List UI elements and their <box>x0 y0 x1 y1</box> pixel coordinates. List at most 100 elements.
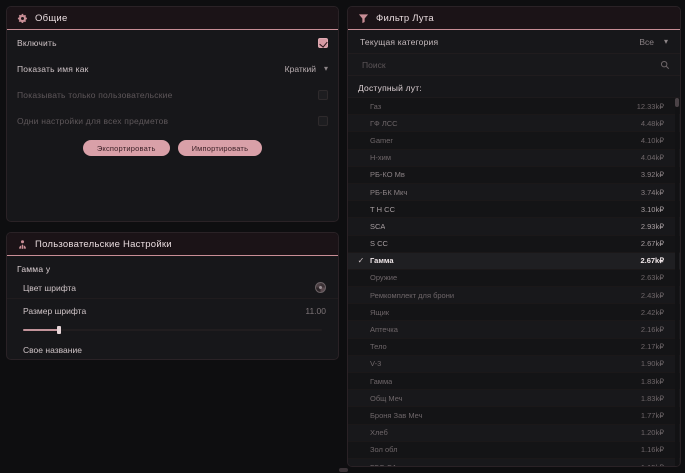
list-item[interactable]: ГСС СА 1.15k₽ <box>348 458 680 466</box>
row-only-custom[interactable]: Показывать только пользовательские <box>7 82 338 108</box>
loot-name: Оружие <box>370 273 398 283</box>
loot-value: 1.83k₽ <box>640 393 664 403</box>
color-wheel-icon[interactable] <box>315 282 326 293</box>
list-item[interactable]: Общ Меч 1.83k₽ <box>348 390 680 408</box>
left-column: Общие Включить Показать имя как Краткий … <box>0 0 345 473</box>
general-panel-title: Общие <box>35 12 68 24</box>
row-same-settings[interactable]: Одни настройки для всех предметов <box>7 108 338 134</box>
loot-filter-header: Фильтр Лута <box>348 7 680 30</box>
loot-value: 1.90k₽ <box>640 359 664 369</box>
row-enable[interactable]: Включить <box>7 30 338 56</box>
gear-icon <box>17 13 28 24</box>
import-button[interactable]: Импортировать <box>177 140 263 156</box>
list-item[interactable]: ГФ ЛСС 4.48k₽ <box>348 115 680 133</box>
font-size-slider[interactable] <box>7 323 338 335</box>
loot-value: 2.16k₽ <box>640 325 664 335</box>
resize-handle[interactable] <box>338 468 348 472</box>
loot-name: Общ Меч <box>370 393 403 403</box>
loot-value: 3.92k₽ <box>640 170 664 180</box>
list-item[interactable]: Н-хим 4.04k₽ <box>348 149 680 167</box>
list-item[interactable]: Ремкомплект для брони 2.43k₽ <box>348 287 680 305</box>
slider-knob[interactable] <box>56 326 61 334</box>
list-item[interactable]: Gamer 4.10k₽ <box>348 132 680 150</box>
search-input[interactable]: Поиск <box>362 59 386 70</box>
row-only-custom-label: Показывать только пользовательские <box>17 90 173 100</box>
export-button[interactable]: Экспортировать <box>82 140 170 156</box>
name-display-value: Краткий <box>284 64 316 74</box>
general-panel: Общие Включить Показать имя как Краткий … <box>6 6 339 222</box>
loot-name: ГСС СА <box>366 463 397 466</box>
loot-name: РБ-БК Мкч <box>370 187 408 197</box>
user-settings-panel-header: Пользовательские Настройки <box>7 233 338 256</box>
import-export-buttons: Экспортировать Импортировать <box>7 134 338 156</box>
loot-name: Ящик <box>370 307 390 317</box>
loot-value: 4.48k₽ <box>640 118 664 128</box>
list-item[interactable]: V-3 1.90k₽ <box>348 355 680 373</box>
list-item-selected[interactable]: ✓ Гамма 2.67k₽ <box>348 252 680 270</box>
list-item[interactable]: РБ-КО Мв 3.92k₽ <box>348 166 680 184</box>
funnel-icon <box>358 13 369 24</box>
category-label: Текущая категория <box>360 36 439 47</box>
general-panel-body: Включить Показать имя как Краткий ▾ Пока… <box>7 30 338 221</box>
loot-value: 1.16k₽ <box>640 445 664 455</box>
scrollbar-thumb[interactable] <box>675 98 679 107</box>
list-item[interactable]: Аптечка 2.16k₽ <box>348 321 680 339</box>
list-item[interactable]: Газ 12.33k₽ <box>348 98 680 116</box>
check-icon[interactable]: ✓ <box>357 255 365 265</box>
list-item[interactable]: Хлеб 1.20k₽ <box>348 424 680 442</box>
name-display-select[interactable]: Краткий ▾ <box>285 64 328 74</box>
list-item[interactable]: Ящик 2.42k₽ <box>348 304 680 322</box>
loot-filter-body: Текущая категория Все ▾ Поиск <box>348 30 680 466</box>
custom-name-row[interactable]: Свое название <box>7 339 338 359</box>
chevron-down-icon[interactable]: ▾ <box>663 36 668 46</box>
row-name-display[interactable]: Показать имя как Краткий ▾ <box>7 56 338 82</box>
loot-value: 1.15k₽ <box>641 463 664 466</box>
loot-name: Ремкомплект для брони <box>370 290 455 300</box>
loot-value: 2.63k₽ <box>640 273 664 283</box>
loot-value: 1.77k₽ <box>640 410 664 420</box>
loot-name: Гамма <box>370 376 393 386</box>
loot-value: 2.43k₽ <box>640 290 664 300</box>
loot-value: 2.42k₽ <box>640 307 664 317</box>
loot-name: Зол обл <box>370 445 398 455</box>
search-row[interactable]: Поиск <box>348 54 680 76</box>
loot-name: S CC <box>370 239 388 249</box>
font-size-row[interactable]: Размер шрифта 11.00 <box>7 299 338 323</box>
only-custom-checkbox[interactable] <box>318 90 328 100</box>
font-color-row[interactable]: Цвет шрифта <box>7 277 338 299</box>
enable-checkbox[interactable] <box>318 38 328 48</box>
user-settings-icon <box>17 239 28 250</box>
loot-name: Аптечка <box>370 325 398 335</box>
list-item[interactable]: РБ-БК Мкч 3.74k₽ <box>348 183 680 202</box>
loot-list-scrollbar[interactable] <box>675 98 679 466</box>
row-name-display-label: Показать имя как <box>17 64 89 74</box>
list-item[interactable]: Гамма 1.83k₽ <box>348 373 680 391</box>
loot-value: 12.33k₽ <box>636 101 664 111</box>
available-loot-label: Доступный лут: <box>358 83 422 93</box>
loot-value: 3.74k₽ <box>640 187 664 197</box>
loot-value: 3.10k₽ <box>640 204 664 214</box>
user-settings-panel-title: Пользовательские Настройки <box>35 238 172 250</box>
list-item[interactable]: SCA 2.93k₽ <box>348 218 680 236</box>
right-column: Фильтр Лута Текущая категория Все ▾ Поис… <box>345 0 685 473</box>
list-item[interactable]: Т Н СС 3.10k₽ <box>348 201 680 219</box>
user-settings-panel: Пользовательские Настройки Гамма у Цвет … <box>6 232 339 360</box>
list-item[interactable]: Броня Зав Меч 1.77k₽ <box>348 407 680 425</box>
list-item[interactable]: S CC 2.67k₽ <box>348 235 680 253</box>
loot-name: Gamer <box>370 135 393 145</box>
same-settings-checkbox[interactable] <box>318 116 328 126</box>
magnifier-icon[interactable] <box>660 60 670 70</box>
loot-name: Броня Зав Меч <box>370 410 423 420</box>
row-enable-label: Включить <box>17 38 57 48</box>
list-item[interactable]: Оружие 2.63k₽ <box>348 269 680 288</box>
loot-list[interactable]: Газ 12.33k₽ ГФ ЛСС 4.48k₽ Gamer 4.10k₽ Н-хи… <box>348 97 680 466</box>
loot-name: Гамма <box>370 256 394 266</box>
list-item[interactable]: Тело 2.17k₽ <box>348 338 680 356</box>
row-same-settings-label: Одни настройки для всех предметов <box>17 116 169 126</box>
loot-name: Тело <box>370 342 387 352</box>
list-item[interactable]: Зол обл 1.16k₽ <box>348 441 680 459</box>
custom-name-label: Свое название <box>23 344 82 355</box>
slider-track[interactable] <box>23 326 322 334</box>
category-row[interactable]: Текущая категория Все ▾ <box>348 30 680 54</box>
